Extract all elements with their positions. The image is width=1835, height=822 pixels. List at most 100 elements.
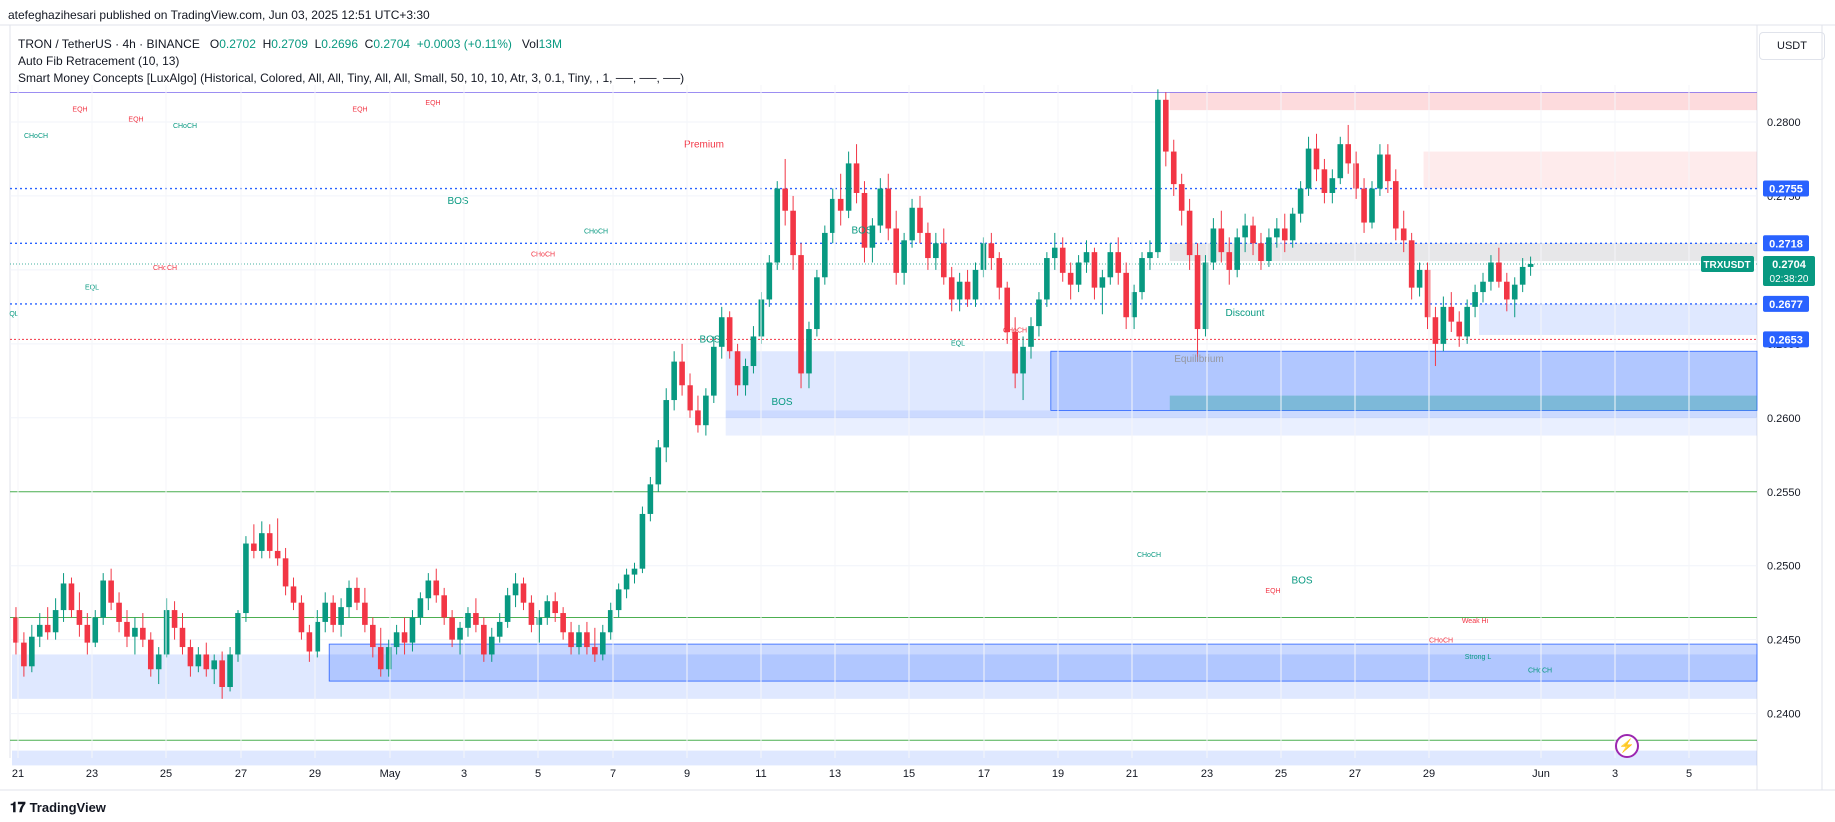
tradingview-footer[interactable]: 𝟏𝟕 TradingView [10,799,106,816]
candle-body [925,232,931,259]
candle-body [370,624,376,648]
candle-body [1020,346,1026,374]
smc-label: QL [9,311,18,318]
brand-name: TradingView [29,800,106,815]
candle-body [179,627,186,648]
candle-body [1472,292,1478,307]
candle-body [163,610,170,655]
candle-body [1147,252,1153,259]
candle-body [195,654,202,667]
candle-body [322,602,329,622]
fib-price-tag [1763,235,1809,252]
candle-body [1012,332,1018,374]
candle-body [377,647,384,670]
x-tick-label: 25 [160,768,172,780]
candle-body [798,255,804,374]
smc-label: EQH [425,100,440,107]
candle-body [655,447,662,485]
close-label: C [364,37,374,51]
candle-body [306,632,313,652]
candle-body [251,543,257,551]
smc-label: BOS [699,334,720,345]
candle-body [1321,169,1328,193]
candle-body [1289,213,1296,241]
smc-label: CHoCH [1528,667,1552,674]
candle-body [417,598,424,618]
candle-body [29,636,35,667]
candle-body [980,243,987,270]
candle-body [92,617,99,643]
current-price-tag [1763,255,1815,286]
candle-body [1274,228,1280,238]
candle-body [1051,247,1058,259]
candle-body [1329,178,1336,193]
candle-body [671,361,677,401]
low-value: 0.2696 [321,37,358,51]
candle-body [988,243,995,259]
candle-body [1083,252,1090,263]
candle-body [703,395,709,426]
smc-label: EQH [72,106,87,113]
candle-body [940,243,947,278]
candle-body [1266,237,1272,262]
x-tick-label: 29 [1423,768,1435,780]
y-tick-label: 0.2450 [1767,635,1801,647]
candle-body [576,632,582,648]
candle-body [1281,228,1288,241]
candle-body [1496,262,1502,282]
candle-body [1511,284,1518,300]
smc-label: BOS [851,226,872,237]
currency-unit-button[interactable]: USDT [1759,32,1825,60]
candle-body [155,654,162,670]
zone-demand [12,750,1757,766]
y-tick-label: 0.2800 [1767,117,1801,129]
candle-body [520,583,527,603]
low-label: L [314,37,322,51]
x-tick-label: Jun [1532,768,1550,780]
open-value: 0.2702 [219,37,256,51]
smc-label: BOS [771,397,792,408]
fib-price-label: 0.2755 [1769,184,1803,196]
symbol-name[interactable]: TRON / TetherUS · 4h · BINANCE [18,37,200,51]
candle-body [68,583,75,611]
candle-body [687,385,693,411]
y-tick-label: 0.2400 [1767,709,1801,721]
x-tick-label: 5 [1686,768,1692,780]
candle-body [457,627,463,640]
indicator-fib[interactable]: Auto Fib Retracement (10, 13) [18,54,180,68]
candle-body [1036,299,1042,327]
zone-demand [1479,303,1757,335]
candle-body [1504,281,1510,300]
candle-body [1155,99,1161,253]
candle-body [1028,326,1034,347]
candle-body [568,632,574,648]
candle-body [1258,243,1264,262]
candle-body [964,281,971,300]
candle-body [274,550,281,559]
candle-body [52,610,59,633]
chart-legend: TRON / TetherUS · 4h · BINANCE O0.2702 H… [18,36,684,87]
candle-body [203,654,210,670]
candle-body [711,346,717,396]
candle-body [1242,225,1248,238]
candle-body [1139,258,1145,293]
smc-label: Equilibrium [1174,354,1223,365]
candle-body [679,361,685,386]
zone-demand [725,351,1758,418]
candle-body [726,317,733,352]
fib-price-label: 0.2718 [1769,238,1803,250]
candle-body [401,632,408,643]
candle-body [1099,277,1106,288]
candle-body [996,258,1003,288]
x-tick-label: 13 [829,768,841,780]
candle-body [147,639,154,670]
candle-body [290,586,297,603]
candle-body [861,192,868,248]
indicator-smc[interactable]: Smart Money Concepts [LuxAlgo] (Historic… [18,71,685,85]
candle-body [1123,272,1129,318]
candle-body [21,642,27,667]
candle-body [972,269,979,300]
smc-label: CHoCH [24,133,48,140]
flash-icon[interactable]: ⚡ [1615,734,1639,758]
